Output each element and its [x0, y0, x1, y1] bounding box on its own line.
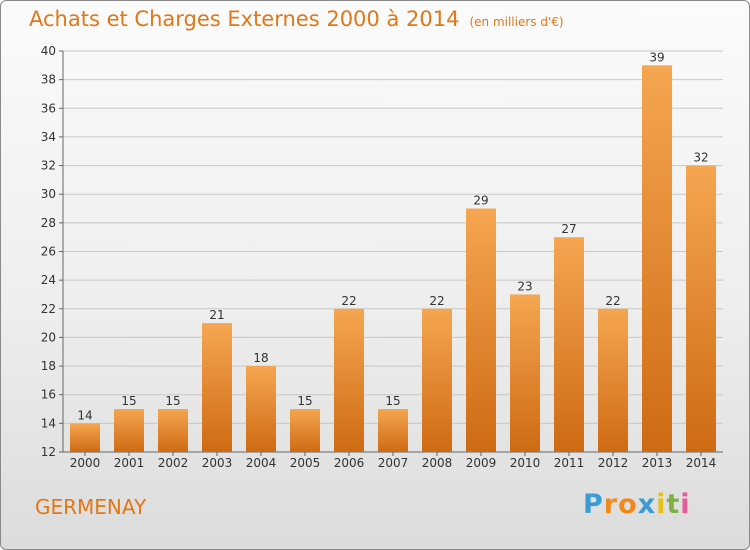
bar	[510, 294, 540, 452]
proxiti-logo: Proxiti	[583, 489, 691, 520]
y-tick-label: 38	[41, 73, 56, 87]
data-label: 27	[561, 222, 576, 236]
x-tick-label: 2006	[334, 456, 365, 470]
x-tick-label: 2004	[246, 456, 277, 470]
y-tick-label: 16	[41, 388, 56, 402]
y-tick-label: 26	[41, 245, 56, 259]
y-tick-label: 24	[41, 273, 56, 287]
y-tick-label: 20	[41, 330, 56, 344]
x-tick-label: 2010	[510, 456, 541, 470]
data-label: 21	[209, 308, 224, 322]
data-label: 23	[517, 279, 532, 293]
y-tick-label: 22	[41, 302, 56, 316]
bar	[158, 409, 188, 452]
data-label: 22	[341, 294, 356, 308]
y-tick-label: 28	[41, 216, 56, 230]
x-tick-label: 2000	[70, 456, 101, 470]
x-tick-label: 2009	[466, 456, 497, 470]
logo-letter: i	[656, 489, 667, 520]
bar	[114, 409, 144, 452]
data-label: 22	[605, 294, 620, 308]
bar	[598, 308, 628, 452]
x-tick-label: 2005	[290, 456, 321, 470]
x-tick-label: 2014	[686, 456, 717, 470]
data-label: 18	[253, 351, 268, 365]
bar	[686, 165, 716, 453]
y-tick-label: 40	[41, 44, 56, 58]
y-tick-label: 34	[41, 130, 56, 144]
x-tick-label: 2002	[158, 456, 189, 470]
data-label: 15	[297, 394, 312, 408]
x-tick-label: 2008	[422, 456, 453, 470]
data-label: 15	[385, 394, 400, 408]
y-tick-label: 32	[41, 159, 56, 173]
y-tick-label: 36	[41, 101, 56, 115]
bar	[422, 308, 452, 452]
logo-letter: i	[680, 489, 691, 520]
x-tick-label: 2007	[378, 456, 409, 470]
bar	[642, 65, 672, 453]
x-tick-label: 2011	[554, 456, 585, 470]
x-tick-label: 2001	[114, 456, 145, 470]
y-tick-label: 12	[41, 445, 56, 459]
logo-letter: t	[666, 489, 681, 520]
bar	[378, 409, 408, 452]
data-label: 15	[121, 394, 136, 408]
bar	[246, 366, 276, 452]
bar	[290, 409, 320, 452]
data-label: 14	[77, 408, 92, 422]
x-tick-label: 2013	[642, 456, 673, 470]
bar	[202, 323, 232, 452]
x-tick-label: 2003	[202, 456, 233, 470]
y-tick-label: 14	[41, 416, 56, 430]
bar	[70, 423, 100, 452]
logo-letter: r	[603, 489, 619, 520]
bar	[334, 308, 364, 452]
chart-subtitle: (en milliers d'€)	[469, 15, 564, 29]
chart-title-block: Achats et Charges Externes 2000 à 2014 (e…	[29, 7, 564, 31]
logo-letter: P	[583, 489, 604, 520]
data-label: 15	[165, 394, 180, 408]
bar	[554, 237, 584, 452]
data-label: 39	[649, 50, 664, 64]
data-label: 29	[473, 194, 488, 208]
x-tick-label: 2012	[598, 456, 629, 470]
y-tick-label: 30	[41, 187, 56, 201]
logo-letter: x	[637, 489, 657, 520]
bar	[466, 208, 496, 452]
commune-name: GERMENAY	[35, 495, 147, 519]
logo-letter: o	[618, 489, 638, 520]
y-tick-label: 18	[41, 359, 56, 373]
data-label: 32	[693, 151, 708, 165]
data-label: 22	[429, 294, 444, 308]
chart-title: Achats et Charges Externes 2000 à 2014	[29, 7, 460, 31]
